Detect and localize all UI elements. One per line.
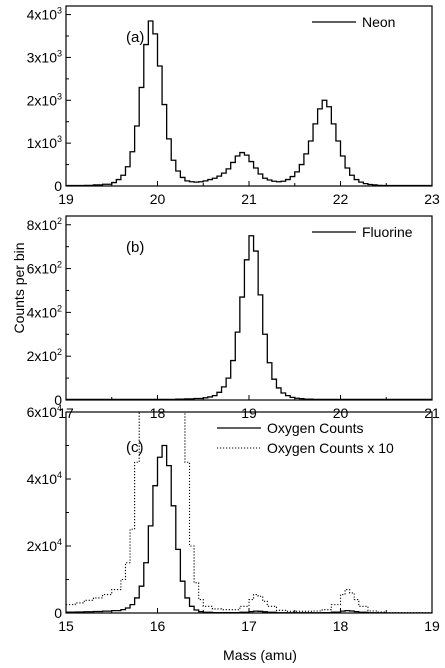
legend-label: Oxygen Counts x 10 <box>267 440 394 456</box>
y-tick-label: 4x102 <box>27 303 62 320</box>
x-tick-label: 23 <box>424 191 440 207</box>
x-tick-label: 15 <box>58 618 74 634</box>
x-tick-label: 20 <box>333 405 349 421</box>
y-tick-label: 6x102 <box>27 260 62 277</box>
y-tick-label: 2x104 <box>27 537 62 554</box>
x-tick-label: 18 <box>150 405 166 421</box>
series-line-1 <box>66 20 432 186</box>
y-tick-label: 1x103 <box>27 134 62 151</box>
series-line-1 <box>66 235 432 400</box>
series-line-1 <box>66 444 432 613</box>
y-tick-label: 4x104 <box>27 470 62 487</box>
panel-b: 17 18 19 20 2102x1024x1026x1028x102(b)Fluori… <box>27 215 440 421</box>
x-tick-label: 19 <box>424 618 440 634</box>
y-tick-label: 4x103 <box>27 6 62 23</box>
y-tick-label: 3x103 <box>27 48 62 65</box>
panel-label: (a) <box>126 29 144 46</box>
legend-label: Oxygen Counts <box>267 420 364 436</box>
y-axis-label: Counts per bin <box>11 242 27 333</box>
legend-label: Neon <box>362 14 395 30</box>
x-tick-label: 21 <box>241 191 257 207</box>
x-tick-label: 18 <box>333 618 349 634</box>
x-tick-label: 22 <box>333 191 349 207</box>
y-tick-label: 0 <box>54 392 62 408</box>
y-tick-label: 8x102 <box>27 216 62 233</box>
x-axis-label: Mass (amu) <box>223 647 297 663</box>
x-tick-label: 19 <box>241 405 257 421</box>
y-tick-label: 0 <box>54 605 62 621</box>
y-tick-label: 2x103 <box>27 91 62 108</box>
panel-a: 19 20 21 22 23 0 1x103 2x103 3x103 4x103 (a) Neon <box>27 5 440 207</box>
x-tick-label: 16 <box>150 618 166 634</box>
panel-label: (c) <box>126 439 144 456</box>
panel-label: (b) <box>126 239 144 256</box>
legend-label: Fluorine <box>362 224 413 240</box>
x-tick-label: 19 <box>58 191 74 207</box>
panel-c: 15 16 17 18 19 0 2x104 4x104 6x104 (c) Oxygen Coun… <box>27 403 440 634</box>
y-tick-label: 0 <box>54 178 62 194</box>
x-tick-label: 20 <box>150 191 166 207</box>
series-line-2 <box>66 412 432 613</box>
y-tick-label: 2x102 <box>27 347 62 364</box>
y-tick-label: 6x104 <box>27 403 62 420</box>
x-tick-label: 17 <box>241 618 257 634</box>
